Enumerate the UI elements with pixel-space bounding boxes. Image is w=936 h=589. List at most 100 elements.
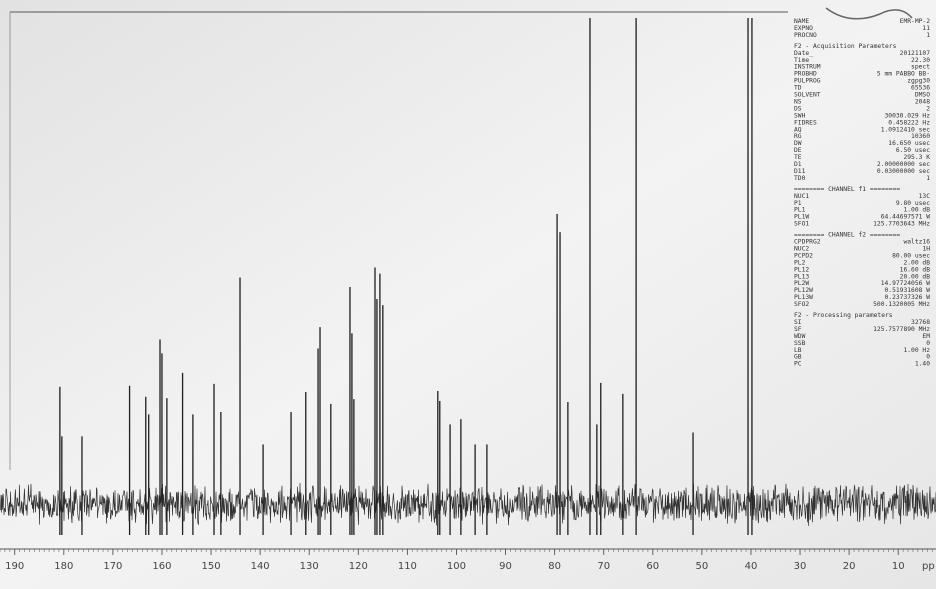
x-tick-label: 40: [745, 561, 758, 572]
param-label: FIDRES: [794, 119, 817, 126]
x-tick-label: 150: [202, 561, 221, 572]
x-tick-label: 130: [300, 561, 319, 572]
param-value: 13C: [919, 193, 931, 200]
param-value: 1: [926, 175, 930, 182]
x-tick-label: 160: [152, 561, 171, 572]
x-tick-label: 120: [349, 561, 368, 572]
param-value: 1.0912410 sec: [881, 126, 930, 133]
param-label: D11: [794, 168, 806, 175]
x-tick-label: 110: [398, 561, 417, 572]
param-value: 22.30: [911, 57, 930, 64]
param-value: 1.00 dB: [903, 207, 930, 214]
param-label: P1: [794, 200, 802, 207]
param-value: spect: [911, 64, 930, 71]
param-value: 9.80 usec: [896, 200, 930, 207]
param-value: 16.650 usec: [888, 140, 930, 147]
param-label: PROBHD: [794, 71, 817, 78]
param-label: TD0: [794, 175, 806, 182]
section-title: ======== CHANNEL f1 ========: [794, 186, 900, 193]
param-label: SSB: [794, 340, 806, 347]
param-label: SOLVENT: [794, 92, 821, 99]
param-value: 20.00 dB: [900, 273, 931, 280]
param-label: SFO1: [794, 221, 809, 228]
param-label: PL13: [794, 273, 809, 280]
param-value: DMSO: [915, 92, 930, 99]
param-label: NAME: [794, 18, 809, 25]
param-value: 1.00 Hz: [903, 347, 930, 354]
param-value: 0.03000000 sec: [877, 168, 930, 175]
param-value: 0.458222 Hz: [888, 119, 930, 126]
param-label: PL2: [794, 259, 806, 266]
param-label: TD: [794, 85, 802, 92]
param-value: EM: [922, 333, 930, 340]
param-label: LB: [794, 347, 802, 354]
param-label: PROCNO: [794, 32, 817, 39]
param-label: PL12: [794, 266, 809, 273]
x-tick-label: 140: [251, 561, 270, 572]
param-value: 1: [926, 32, 930, 39]
param-label: SF: [794, 326, 802, 333]
param-value: 10360: [911, 133, 930, 140]
param-value: 30030.029 Hz: [885, 112, 931, 119]
x-tick-label: 100: [447, 561, 466, 572]
param-value: 0.51931608 W: [885, 287, 931, 294]
x-tick-label: 30: [794, 561, 807, 572]
param-value: 65536: [911, 85, 930, 92]
param-label: WDW: [794, 333, 806, 340]
param-value: 125.7577890 MHz: [873, 326, 930, 333]
param-value: 80.00 usec: [892, 252, 930, 259]
param-value: EMR-MP-2: [900, 18, 931, 25]
x-tick-label: 60: [646, 561, 659, 572]
param-label: PL1W: [794, 214, 809, 221]
param-value: 16.60 dB: [900, 266, 931, 273]
param-value: 295.3 K: [903, 154, 930, 161]
param-value: 64.44697571 W: [881, 214, 930, 221]
param-label: SFO2: [794, 301, 809, 308]
param-value: 0.23737326 W: [885, 294, 931, 301]
param-value: 2: [926, 105, 930, 112]
param-label: SWH: [794, 112, 806, 119]
param-value: 0: [926, 340, 930, 347]
param-value: 2048: [915, 98, 930, 105]
param-label: SI: [794, 319, 802, 326]
param-value: 125.7703643 MHz: [873, 221, 930, 228]
param-label: PC: [794, 361, 802, 368]
param-label: DS: [794, 105, 802, 112]
x-tick-label: 20: [843, 561, 856, 572]
spectrum-scan: 1901801701601501401301201101009080706050…: [0, 0, 936, 589]
param-label: PL1: [794, 207, 806, 214]
param-label: DE: [794, 147, 802, 154]
section-title: ======== CHANNEL f2 ========: [794, 232, 900, 239]
param-label: AQ: [794, 126, 802, 133]
param-label: D1: [794, 161, 802, 168]
param-value: 32768: [911, 319, 930, 326]
param-label: NUC2: [794, 245, 809, 252]
param-label: PULPROG: [794, 78, 821, 85]
param-label: NUC1: [794, 193, 809, 200]
param-value: 2.00000000 sec: [877, 161, 930, 168]
param-value: 2.00 dB: [903, 259, 930, 266]
x-axis-label: pp: [922, 561, 935, 572]
param-label: PL2W: [794, 280, 809, 287]
param-value: 5 mm PABBO BB-: [877, 71, 930, 78]
section-title: F2 - Acquisition Parameters: [794, 43, 897, 50]
param-value: 500.1320005 MHz: [873, 301, 930, 308]
param-label: Time: [794, 57, 809, 64]
param-value: 1.40: [915, 361, 930, 368]
x-tick-label: 80: [548, 561, 561, 572]
param-label: PCPD2: [794, 252, 813, 259]
param-label: NS: [794, 98, 802, 105]
x-tick-label: 170: [103, 561, 122, 572]
section-title: F2 - Processing parameters: [794, 312, 893, 319]
page: {"chart_data": {"type": "spectrum", "x_l…: [0, 0, 936, 589]
param-value: waltz16: [903, 239, 930, 246]
param-value: 0: [926, 354, 930, 361]
param-label: DW: [794, 140, 802, 147]
param-value: 14.97724056 W: [881, 280, 930, 287]
x-tick-label: 190: [5, 561, 24, 572]
param-value: 6.50 usec: [896, 147, 930, 154]
x-tick-label: 180: [54, 561, 73, 572]
param-label: INSTRUM: [794, 64, 821, 71]
x-tick-label: 10: [892, 561, 905, 572]
param-value: zgpg30: [907, 78, 930, 85]
